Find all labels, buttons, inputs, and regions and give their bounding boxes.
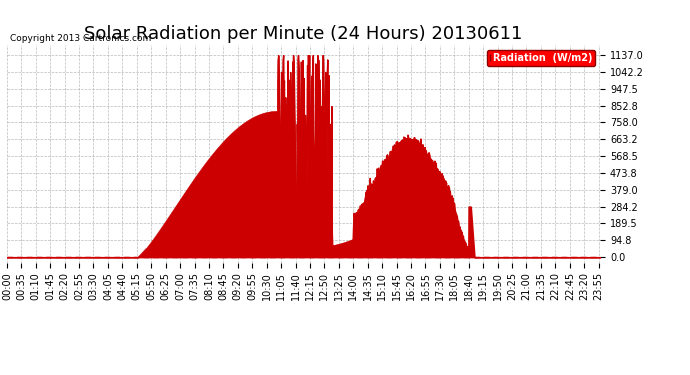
Legend: Radiation  (W/m2): Radiation (W/m2) bbox=[487, 50, 595, 66]
Text: Copyright 2013 Cartronics.com: Copyright 2013 Cartronics.com bbox=[10, 34, 151, 43]
Title: Solar Radiation per Minute (24 Hours) 20130611: Solar Radiation per Minute (24 Hours) 20… bbox=[84, 26, 523, 44]
